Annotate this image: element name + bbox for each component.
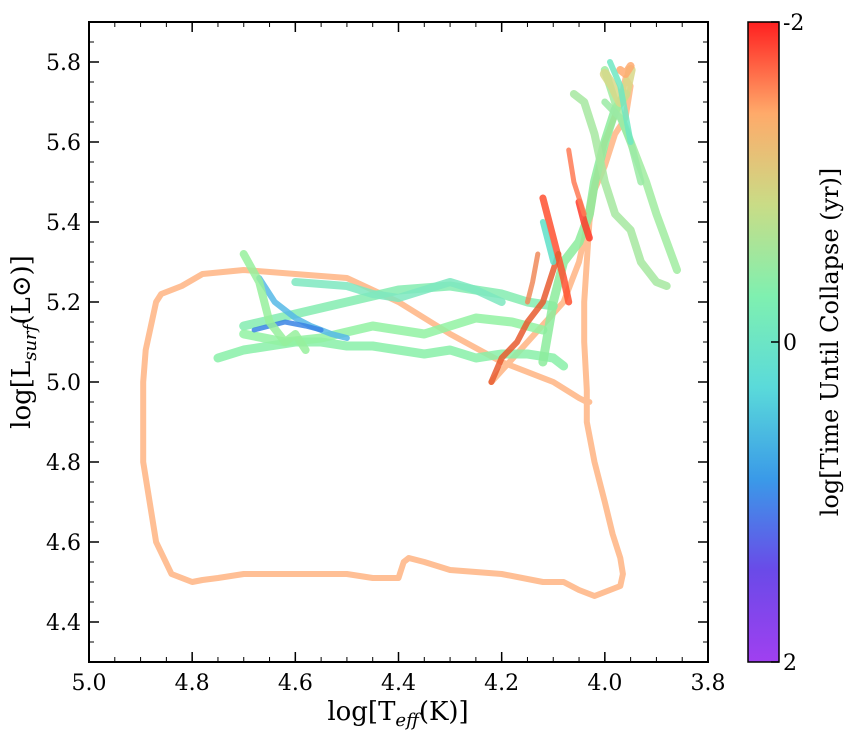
x-tick-label: 4.8: [175, 671, 210, 696]
series-line-17: [539, 219, 557, 265]
series-line-16: [488, 251, 562, 385]
ticks-layer: 5.0 4.8 4.6 4.4 4.2 4.0 3.8 4.4 4.6 4.8 5.0 5.2 5.4 5…: [46, 21, 726, 696]
colorbar-tick-label: 0: [783, 331, 797, 356]
y-axis-label: log[Lsurf(L⊙)]: [7, 255, 41, 429]
x-tick-label: 4.0: [587, 671, 622, 696]
y-tick-label: 5.8: [46, 51, 81, 76]
x-tick-label: 3.8: [691, 671, 726, 696]
y-tick-label: 4.8: [46, 451, 81, 476]
series-line-8: [538, 89, 630, 367]
series-line-10: [569, 90, 671, 290]
series-line-20: [607, 59, 634, 145]
series-line-15: [566, 147, 587, 217]
series-line-12: [616, 62, 635, 78]
x-tick-label: 4.4: [381, 671, 416, 696]
colorbar-tick-label: -2: [783, 11, 804, 36]
y-tick-label: 5.0: [46, 371, 81, 396]
series-line-5: [256, 275, 350, 341]
y-tick-label: 4.6: [46, 531, 81, 556]
x-tick-label: 4.2: [484, 671, 519, 696]
y-tick-label: 5.6: [46, 131, 81, 156]
x-axis-label: log[Teff(K)]: [327, 697, 468, 731]
series-line-4: [291, 278, 506, 306]
series-layer: [140, 59, 681, 599]
series-line-0: [140, 75, 634, 599]
colorbar-label: log[Time Until Collapse (yr)]: [816, 168, 844, 517]
series-line-18: [525, 251, 541, 305]
colorbar-tick-label: 2: [783, 651, 797, 676]
y-tick-label: 5.2: [46, 291, 81, 316]
x-tick-label: 4.6: [278, 671, 313, 696]
y-tick-label: 5.4: [46, 211, 81, 236]
x-tick-label: 5.0: [72, 671, 107, 696]
series-line-7: [239, 250, 310, 354]
y-tick-label: 4.4: [46, 611, 81, 636]
colorbar-ticks: -2 0 2: [771, 11, 804, 676]
